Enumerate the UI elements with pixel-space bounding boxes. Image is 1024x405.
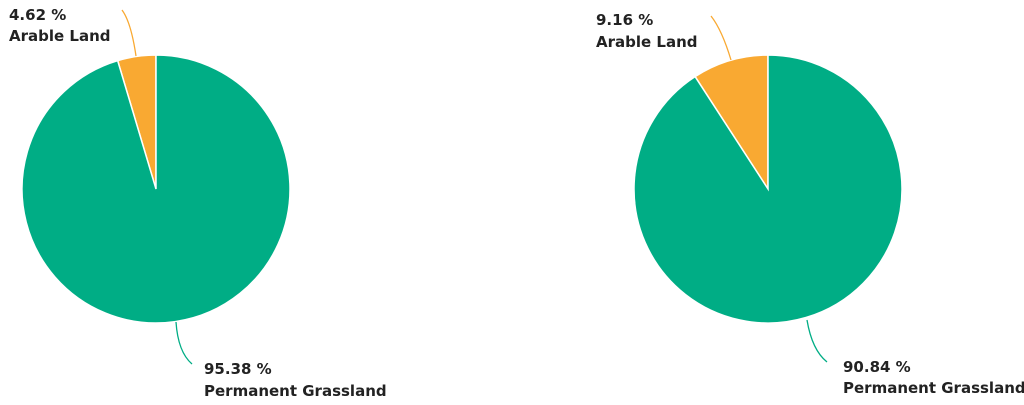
leader-line-permanent-grassland [175,321,193,365]
pie-slice-permanent-grassland[interactable] [633,54,903,324]
data-label-name-permanent-grassland: Permanent Grassland [843,379,1024,397]
data-label-value-permanent-grassland: 95.38 % [204,360,272,378]
pie-chart-2: 9.16 % Arable Land 90.84 % Permanent Gra… [596,11,1024,397]
pie-chart-1: 4.62 % Arable Land 95.38 % Permanent Gra… [9,6,387,400]
data-label-value-arable-land: 9.16 % [596,11,653,29]
data-label-value-permanent-grassland: 90.84 % [843,358,911,376]
data-label-name-arable-land: Arable Land [9,27,111,45]
data-label-value-arable-land: 4.62 % [9,6,66,24]
leader-line-arable-land [121,9,137,57]
pie-slice-permanent-grassland[interactable] [21,54,291,324]
data-label-name-arable-land: Arable Land [596,33,698,51]
leader-line-permanent-grassland [806,319,828,363]
data-label-name-permanent-grassland: Permanent Grassland [204,382,387,400]
leader-line-arable-land [710,15,732,61]
